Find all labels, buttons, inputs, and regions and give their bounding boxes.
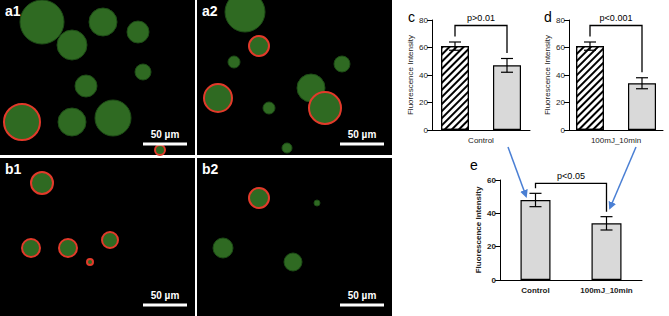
svg-text:20: 20 — [419, 98, 428, 107]
svg-text:50 µm: 50 µm — [151, 129, 180, 140]
svg-text:60: 60 — [419, 43, 428, 52]
svg-text:p>0.01: p>0.01 — [467, 13, 495, 23]
svg-text:60: 60 — [556, 43, 565, 52]
svg-text:a2: a2 — [202, 3, 218, 19]
svg-text:0: 0 — [424, 126, 429, 135]
svg-text:50 µm: 50 µm — [348, 290, 377, 301]
svg-text:Fluorescence Intensity: Fluorescence Intensity — [543, 35, 552, 115]
svg-text:Control: Control — [468, 136, 494, 145]
svg-text:0: 0 — [492, 276, 497, 285]
svg-text:80: 80 — [556, 16, 565, 25]
svg-text:20: 20 — [556, 98, 565, 107]
svg-text:50 µm: 50 µm — [151, 290, 180, 301]
svg-text:100mJ_10min: 100mJ_10min — [591, 136, 641, 145]
svg-text:100mJ_10min: 100mJ_10min — [580, 286, 633, 295]
svg-text:b1: b1 — [5, 161, 22, 177]
svg-text:a1: a1 — [5, 3, 21, 19]
svg-text:40: 40 — [556, 71, 565, 80]
svg-text:Fluorescence Intensity: Fluorescence Intensity — [406, 35, 415, 115]
svg-text:c: c — [408, 9, 415, 25]
svg-text:p<0.05: p<0.05 — [557, 171, 585, 181]
svg-text:Control: Control — [521, 286, 549, 295]
svg-text:40: 40 — [419, 71, 428, 80]
svg-text:60: 60 — [487, 176, 496, 185]
svg-text:50 µm: 50 µm — [348, 129, 377, 140]
svg-text:20: 20 — [487, 242, 496, 251]
svg-text:p<0.001: p<0.001 — [600, 13, 633, 23]
svg-text:40: 40 — [487, 209, 496, 218]
svg-text:e: e — [470, 157, 478, 173]
svg-text:80: 80 — [419, 16, 428, 25]
svg-text:Fluorescence Intensity: Fluorescence Intensity — [474, 186, 483, 273]
svg-text:b2: b2 — [202, 161, 219, 177]
svg-text:d: d — [544, 9, 552, 25]
svg-text:0: 0 — [561, 126, 566, 135]
